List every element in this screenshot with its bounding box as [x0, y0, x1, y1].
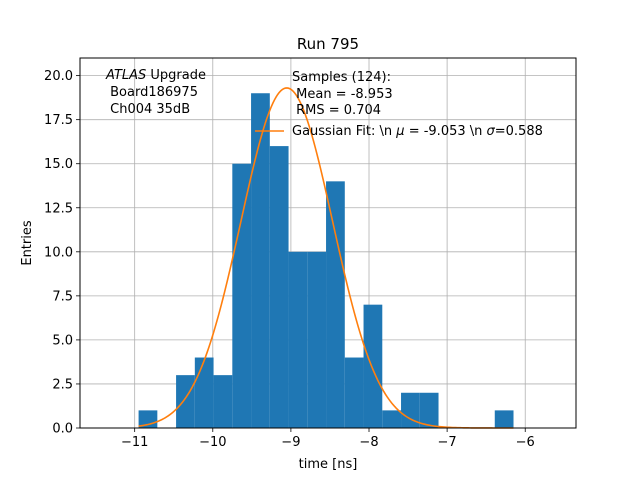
annotation-upgrade: Upgrade: [146, 68, 206, 83]
atlas-annotation: ATLAS Upgrade Board186975 Ch004 35dB: [105, 68, 206, 117]
legend-fit-label: Gaussian Fit: \n μ = -9.053 \n σ=0.588: [292, 124, 543, 139]
fit-curve: [138, 87, 514, 429]
legend-fit-prefix: Gaussian Fit: \n: [292, 124, 396, 139]
y-tick-label: 12.5: [44, 201, 73, 216]
annotation-line-2: Board186975: [106, 85, 198, 100]
histogram-bar: [288, 251, 308, 428]
legend-fit-sigma: σ: [487, 124, 496, 139]
histogram-bar: [269, 146, 289, 428]
x-axis-ticks: −11 −10 −9 −8 −7 −6: [121, 428, 535, 450]
histogram-bar: [419, 392, 439, 428]
histogram-bar: [344, 357, 364, 428]
histogram-bar: [494, 410, 514, 428]
x-tick-label: −8: [359, 435, 378, 450]
x-tick-label: −10: [199, 435, 226, 450]
y-tick-label: 17.5: [44, 113, 73, 128]
legend-fit-sigma-value: =0.588: [495, 124, 543, 139]
histogram-bars: [138, 93, 514, 428]
histogram-bar: [326, 181, 345, 428]
histogram-bar: [382, 410, 402, 428]
legend-fit-mu-value: = -9.053 \n: [405, 124, 487, 139]
atlas-word: ATLAS: [105, 68, 146, 83]
histogram-bar: [363, 304, 383, 428]
histogram-bar: [251, 93, 270, 428]
x-tick-label: −11: [121, 435, 148, 450]
histogram-bar: [213, 375, 233, 428]
histogram-bar: [401, 392, 420, 428]
annotation-line-3: Ch004 35dB: [106, 102, 190, 117]
legend-samples-line-3: RMS = 0.704: [292, 103, 381, 118]
annotation-line-1: ATLAS Upgrade: [105, 68, 206, 83]
x-tick-label: −7: [438, 435, 457, 450]
y-tick-label: 15.0: [44, 157, 73, 172]
y-tick-label: 7.5: [52, 289, 73, 304]
histogram-bar: [307, 251, 327, 428]
chart-title: Run 795: [297, 35, 359, 53]
x-axis-label: time [ns]: [299, 457, 358, 472]
gaussian-fit: [138, 87, 514, 429]
x-tick-label: −6: [516, 435, 535, 450]
legend: Samples (124): Mean = -8.953 RMS = 0.704…: [255, 70, 543, 139]
legend-samples-line-2: Mean = -8.953: [292, 87, 393, 102]
y-tick-label: 0.0: [52, 422, 73, 437]
x-tick-label: −9: [281, 435, 300, 450]
plot-frame: [79, 57, 577, 429]
y-axis-ticks: 0.0 2.5 5.0 7.5 10.0 12.5 15.0 17.5 20.0: [44, 69, 80, 437]
y-tick-label: 2.5: [52, 377, 73, 392]
histogram-bar: [176, 375, 195, 428]
legend-fit-mu: μ: [395, 124, 404, 139]
histogram-bar: [232, 163, 252, 428]
histogram-bar: [194, 357, 214, 428]
legend-samples-line-1: Samples (124):: [292, 70, 391, 85]
y-tick-label: 5.0: [52, 333, 73, 348]
y-tick-label: 10.0: [44, 245, 73, 260]
y-tick-label: 20.0: [44, 69, 73, 84]
y-axis-label: Entries: [20, 220, 35, 266]
